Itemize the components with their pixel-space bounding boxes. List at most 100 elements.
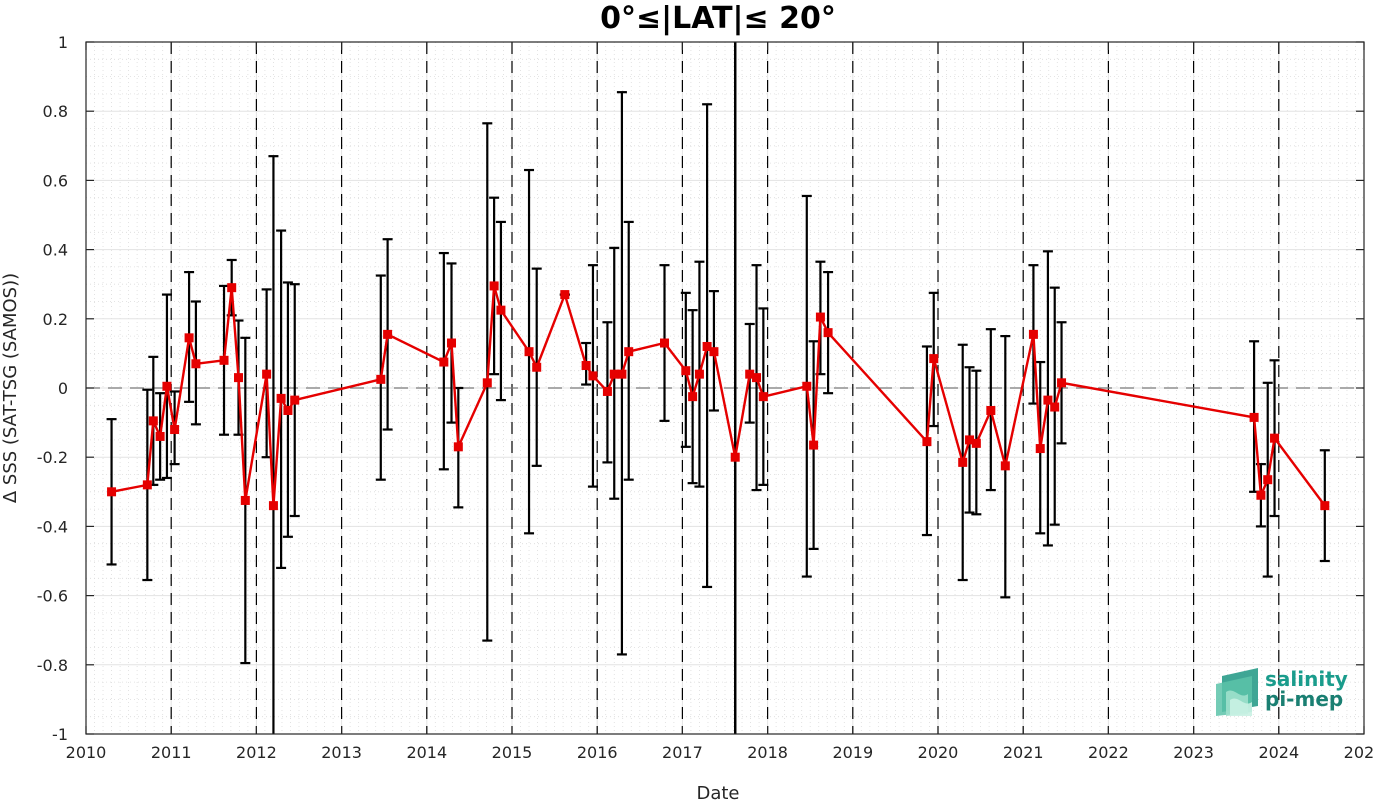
y-tick-label: 0 — [58, 379, 68, 398]
data-point-marker — [1057, 378, 1067, 388]
data-point-marker — [383, 329, 393, 339]
data-point-marker — [532, 362, 542, 372]
data-point-marker — [702, 341, 712, 351]
data-point-marker — [588, 371, 598, 381]
logo-text-salinity: salinity — [1265, 667, 1348, 691]
y-tick-label: 0.4 — [43, 241, 68, 260]
data-point-marker — [730, 452, 740, 462]
x-tick-label: 2025 — [1344, 743, 1374, 762]
chart-title: 0°≤|LAT|≤ 20° — [600, 1, 836, 36]
data-point-marker — [191, 359, 201, 369]
data-point-marker — [1249, 412, 1259, 422]
data-point-marker — [617, 369, 627, 379]
data-point-marker — [1028, 329, 1038, 339]
data-point-marker — [971, 438, 981, 448]
y-axis-ticks: -1 -0.8 -0.6 -0.4 -0.2 0 0.2 0.4 0.6 0.8 1 — [37, 33, 1364, 744]
x-tick-label: 2019 — [832, 743, 873, 762]
data-point-marker — [496, 305, 506, 315]
data-point-marker — [453, 442, 463, 452]
error-bar — [268, 155, 279, 734]
data-point-marker — [624, 347, 634, 357]
y-tick-label: -0.4 — [37, 517, 68, 536]
data-point-marker — [958, 457, 968, 467]
x-tick-label: 2010 — [66, 743, 107, 762]
data-point-marker — [709, 347, 719, 357]
x-tick-label: 2017 — [662, 743, 703, 762]
y-tick-label: -0.6 — [37, 587, 68, 606]
data-point-marker — [107, 487, 117, 497]
x-tick-label: 2015 — [492, 743, 533, 762]
data-point-marker — [694, 369, 704, 379]
x-tick-label: 2012 — [236, 743, 277, 762]
data-point-marker — [758, 392, 768, 402]
data-point-marker — [170, 425, 180, 435]
data-point-marker — [802, 381, 812, 391]
data-point-marker — [376, 374, 386, 384]
data-point-marker — [688, 392, 698, 402]
data-point-marker — [581, 361, 591, 371]
data-point-marker — [268, 501, 278, 511]
data-point-marker — [609, 369, 619, 379]
logo-text-pi-mep: pi-mep — [1265, 687, 1343, 711]
data-point-marker — [148, 416, 158, 426]
data-markers — [107, 281, 1330, 511]
minor-grid — [86, 42, 1364, 734]
y-tick-label: -1 — [52, 725, 68, 744]
data-point-marker — [1035, 444, 1045, 454]
y-tick-label: -0.8 — [37, 656, 68, 675]
data-point-marker — [162, 381, 172, 391]
data-point-marker — [447, 338, 457, 348]
y-tick-label: -0.2 — [37, 448, 68, 467]
data-point-marker — [752, 373, 762, 383]
data-point-marker — [681, 366, 691, 376]
x-tick-label: 2021 — [1003, 743, 1044, 762]
data-point-marker — [276, 393, 286, 403]
data-point-marker — [929, 354, 939, 364]
data-point-marker — [184, 333, 194, 343]
x-axis-title: Date — [696, 783, 739, 801]
x-tick-label: 2013 — [321, 743, 362, 762]
data-point-marker — [524, 347, 534, 357]
salinity-pi-mep-logo: salinity pi-mep — [1216, 667, 1348, 716]
y-axis-title: Δ SSS (SAT-TSG (SAMOS)) — [0, 273, 21, 503]
data-point-marker — [227, 283, 237, 293]
data-point-marker — [986, 405, 996, 415]
y-tick-label: 0.6 — [43, 171, 68, 190]
data-point-marker — [560, 290, 570, 300]
x-axis-ticks: 2010 2011 2012 2013 2014 2015 2016 2017 2018 2019… — [66, 42, 1374, 762]
data-point-marker — [482, 378, 492, 388]
x-tick-label: 2022 — [1088, 743, 1129, 762]
data-point-marker — [142, 480, 152, 490]
data-point-marker — [1263, 475, 1273, 485]
data-point-marker — [922, 437, 932, 447]
data-point-marker — [1320, 501, 1330, 511]
data-point-marker — [1000, 461, 1010, 471]
data-point-marker — [240, 495, 250, 505]
x-tick-label: 2023 — [1173, 743, 1214, 762]
y-tick-label: 0.2 — [43, 310, 68, 329]
data-point-marker — [602, 386, 612, 396]
data-point-marker — [489, 281, 499, 291]
x-tick-label: 2024 — [1258, 743, 1299, 762]
data-point-marker — [823, 328, 833, 338]
data-point-marker — [234, 373, 244, 383]
data-point-marker — [809, 440, 819, 450]
data-point-marker — [439, 357, 449, 367]
data-point-marker — [1270, 433, 1280, 443]
y-tick-label: 0.8 — [43, 102, 68, 121]
data-point-marker — [155, 431, 165, 441]
data-point-marker — [1256, 490, 1266, 500]
data-point-marker — [1050, 402, 1060, 412]
y-tick-label: 1 — [58, 33, 68, 52]
data-point-marker — [262, 369, 272, 379]
x-tick-label: 2018 — [747, 743, 788, 762]
data-point-marker — [219, 355, 229, 365]
data-point-marker — [283, 405, 293, 415]
x-tick-label: 2011 — [151, 743, 192, 762]
data-point-marker — [1043, 395, 1053, 405]
data-point-marker — [660, 338, 670, 348]
x-tick-label: 2016 — [577, 743, 618, 762]
wave-logo-icon — [1216, 668, 1258, 716]
x-tick-label: 2014 — [406, 743, 447, 762]
